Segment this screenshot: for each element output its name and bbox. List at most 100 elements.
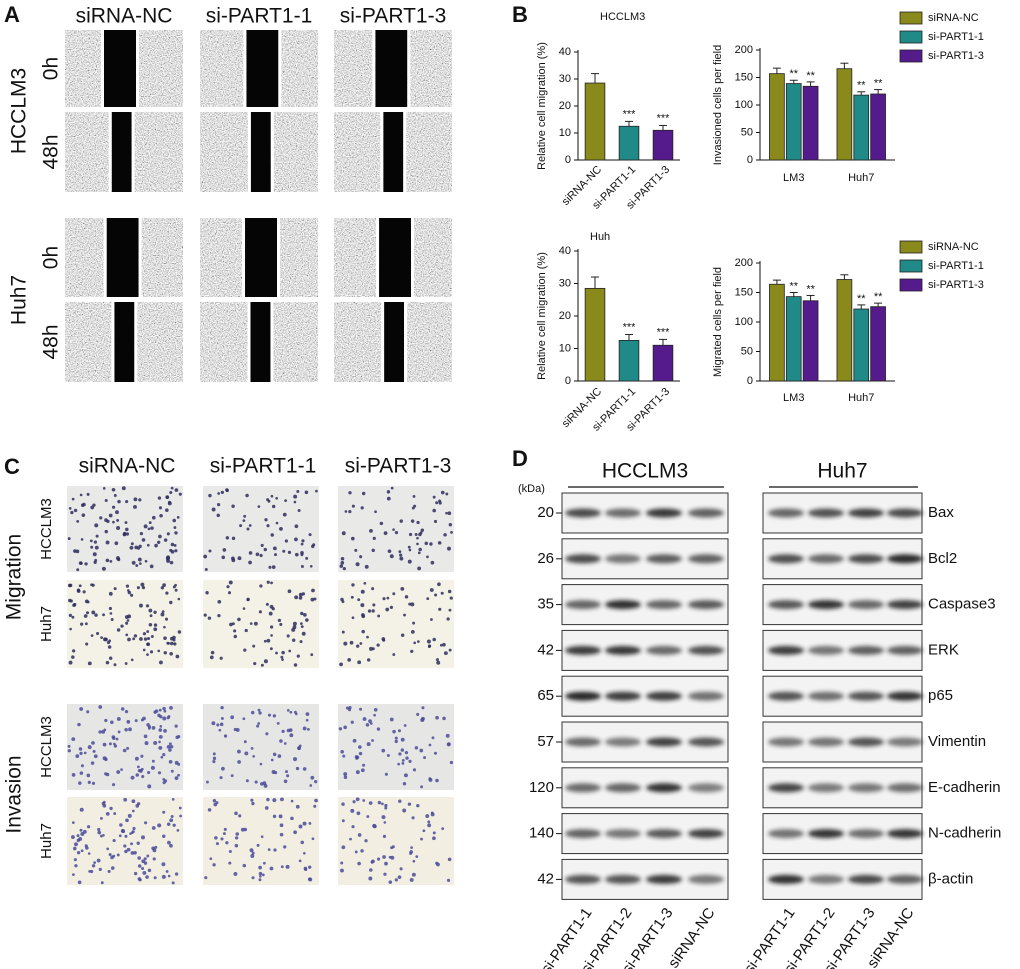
- cell-dot: [141, 585, 146, 590]
- cell-dot: [249, 622, 253, 625]
- cell-dot: [360, 589, 365, 594]
- significance-label: **: [806, 70, 815, 82]
- cell-dot: [100, 636, 103, 639]
- cell-dot: [174, 776, 179, 781]
- cell-dot: [304, 867, 308, 872]
- band: [565, 645, 601, 655]
- cell-dot: [243, 827, 248, 832]
- panel-divider: [111, 302, 115, 382]
- cell-dot: [389, 554, 394, 559]
- cell-dot: [272, 752, 277, 757]
- kda-label: 65: [537, 687, 554, 704]
- cell-dot: [163, 709, 167, 713]
- cell-dot: [143, 857, 147, 861]
- cell-dot: [81, 513, 86, 517]
- cell-dot: [368, 719, 372, 723]
- cell-dot: [130, 658, 134, 662]
- cell-dot: [91, 781, 96, 785]
- cell-dot: [389, 717, 394, 722]
- cell-dot: [133, 497, 138, 502]
- y-tick-label: 200: [735, 257, 753, 269]
- cell-dot: [71, 497, 75, 501]
- cell-dot: [90, 634, 94, 637]
- cell-dot: [79, 707, 84, 711]
- panel-divider: [108, 112, 112, 192]
- band: [887, 554, 923, 564]
- cell-dot: [158, 708, 162, 712]
- cell-dot: [222, 832, 226, 836]
- bar: [618, 125, 640, 161]
- cell-dot: [402, 782, 407, 786]
- cell-dot: [283, 742, 287, 745]
- panel-letter: A: [4, 2, 20, 27]
- cell-dot: [361, 614, 366, 619]
- kda-label: 140: [529, 825, 554, 842]
- cell-dot: [106, 519, 110, 524]
- cell-dot: [109, 612, 113, 615]
- cell-dot: [174, 488, 179, 492]
- micrograph: [338, 580, 454, 668]
- cell-dot: [102, 742, 107, 747]
- cell-dot: [445, 733, 450, 738]
- y-tick-label: 100: [735, 99, 753, 111]
- cell-dot: [153, 876, 157, 880]
- cell-dot: [130, 842, 133, 846]
- band: [646, 508, 682, 518]
- cell-dot: [210, 650, 215, 655]
- cell-line-label: HCCLM3: [8, 68, 31, 154]
- panel-divider: [381, 302, 385, 382]
- cell-dot: [448, 523, 453, 527]
- cell-dot: [85, 642, 89, 646]
- cell-dot: [113, 744, 118, 748]
- cell-dot: [127, 637, 131, 642]
- cell-dot: [258, 871, 263, 876]
- panel-divider: [247, 302, 251, 382]
- cell-dot: [360, 849, 364, 853]
- cell-dot: [400, 633, 405, 637]
- cell-dot: [413, 641, 416, 645]
- band: [768, 783, 804, 793]
- cell-dot: [270, 494, 274, 498]
- cell-dot: [294, 595, 299, 600]
- cell-dot: [72, 649, 76, 653]
- cell-dot: [369, 868, 373, 872]
- cell-dot: [152, 857, 156, 861]
- cell-dot: [308, 821, 312, 825]
- cell-dot: [420, 785, 424, 789]
- cell-dot: [234, 836, 239, 840]
- cell-dot: [432, 831, 436, 835]
- cell-dot: [88, 870, 91, 873]
- cell-dot: [174, 531, 178, 535]
- cell-dot: [69, 627, 72, 631]
- cell-dot: [432, 637, 436, 642]
- legend-label: siRNA-NC: [928, 12, 979, 24]
- cell-dot: [99, 516, 103, 520]
- cell-dot: [355, 770, 360, 775]
- cell-dot: [139, 637, 143, 641]
- cell-dot: [417, 551, 421, 555]
- significance-label: **: [857, 80, 866, 92]
- cell-dot: [257, 505, 261, 508]
- cell-dot: [96, 858, 101, 863]
- cell-dot: [259, 553, 263, 558]
- cell-dot: [248, 560, 252, 565]
- cell-dot: [151, 515, 156, 520]
- panel-divider: [278, 30, 282, 107]
- cell-dot: [234, 811, 238, 816]
- cell-dot: [138, 878, 142, 882]
- cell-dot: [125, 818, 129, 823]
- cell-dot: [146, 642, 151, 647]
- cell-dot: [78, 747, 83, 751]
- cell-dot: [398, 752, 402, 756]
- cell-dot: [86, 492, 90, 496]
- cell-dot: [151, 826, 156, 830]
- panel-divider: [376, 218, 380, 297]
- cell-dot: [255, 552, 260, 557]
- cell-dot: [292, 621, 297, 626]
- cell-dot: [140, 767, 144, 771]
- cell-dot: [258, 865, 262, 870]
- cell-dot: [377, 614, 381, 618]
- cell-dot: [167, 840, 171, 845]
- micrograph: [67, 486, 183, 572]
- cell-dot: [168, 742, 172, 746]
